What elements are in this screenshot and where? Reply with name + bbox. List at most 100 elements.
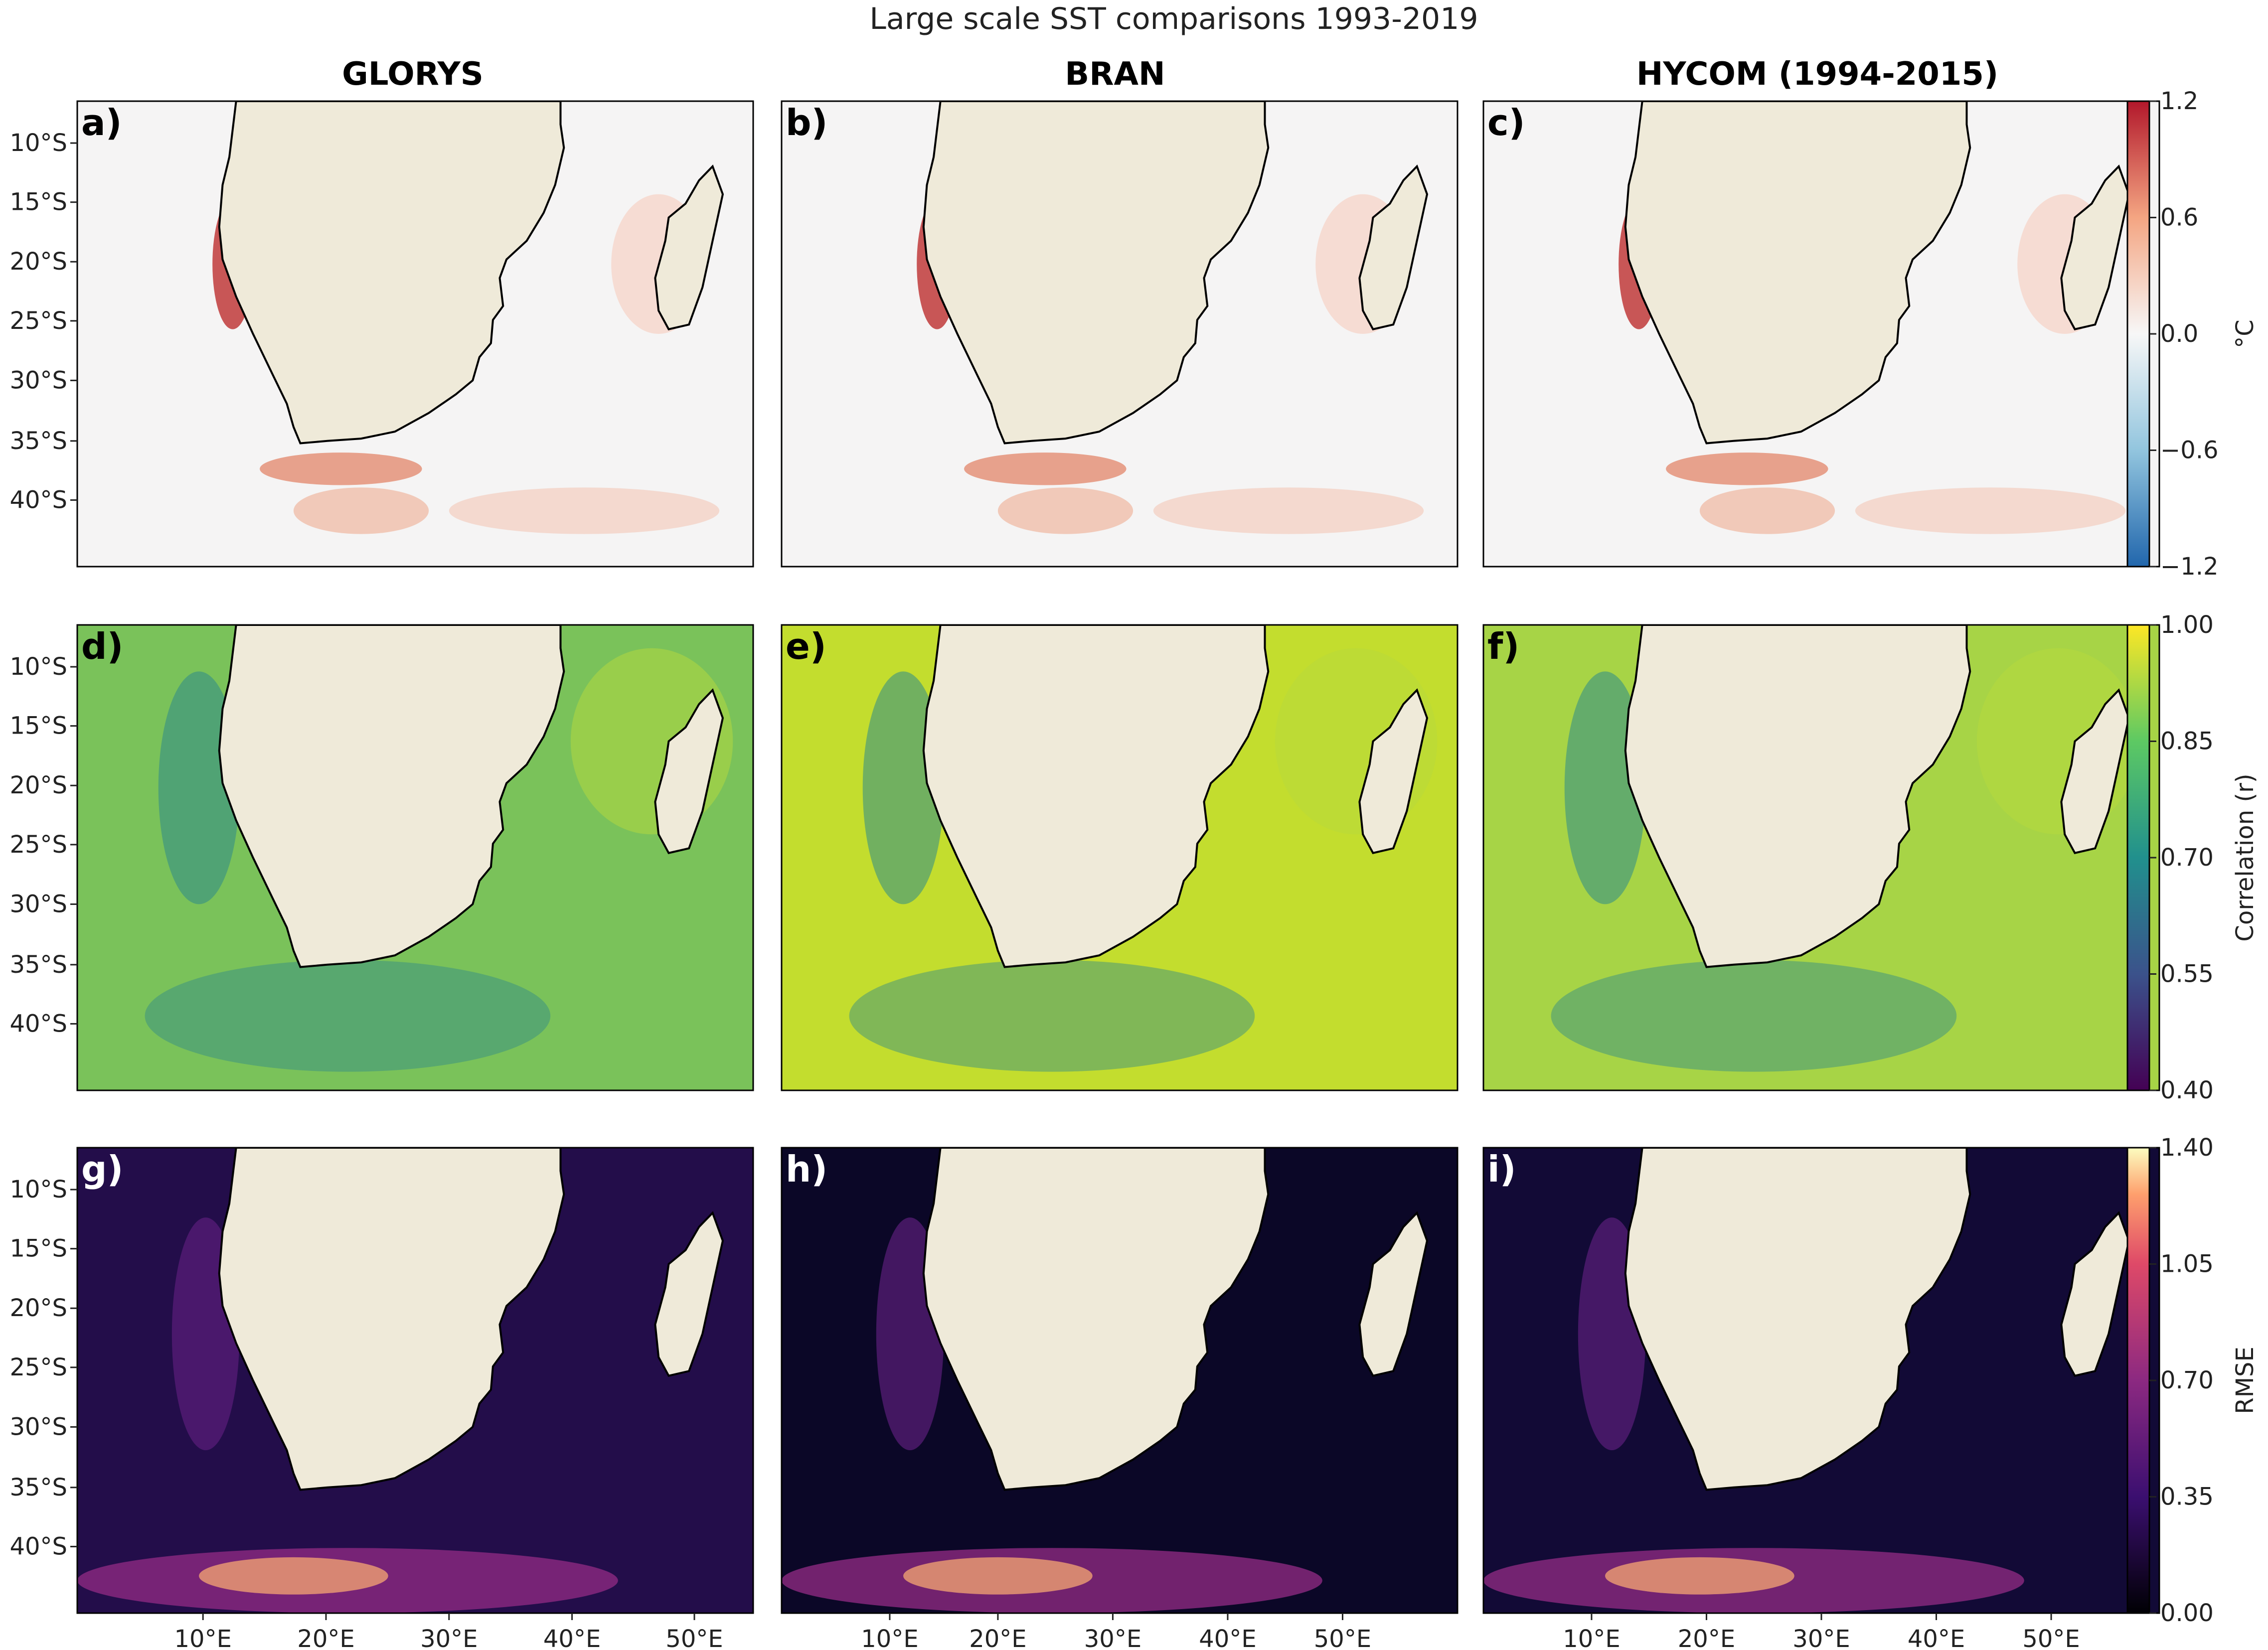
- africa-landmass: [922, 625, 1270, 968]
- lon-tick-label: 20°E: [969, 1625, 1026, 1650]
- anomaly-region: [997, 487, 1134, 534]
- lat-tick-label: 25°S: [9, 831, 67, 859]
- panel-g: g): [76, 1147, 754, 1614]
- panel-c: c): [1482, 100, 2160, 568]
- lat-tick-label: 15°S: [9, 712, 67, 740]
- panel-frame: [1482, 624, 2160, 1091]
- anomaly-region: [862, 671, 944, 904]
- lon-tick-label: 40°E: [1199, 1625, 1256, 1650]
- anomaly-region: [449, 487, 720, 534]
- panel-frame: [781, 1147, 1458, 1614]
- colorbar-correlation: 1.00 0.85 0.70 0.55 0.40 Correlation (r): [2126, 611, 2259, 1104]
- anomaly-region: [158, 671, 240, 904]
- colorbar-tick-label: 0.6: [2160, 204, 2198, 232]
- lat-tick-label: 15°S: [9, 188, 67, 216]
- lat-tick-label: 35°S: [9, 1474, 67, 1501]
- panel-i: i): [1482, 1147, 2160, 1614]
- panel-label: e): [786, 625, 826, 667]
- panel-label: a): [81, 102, 122, 144]
- lat-tick-label: 10°S: [9, 129, 67, 157]
- lon-tick-label: 10°E: [861, 1625, 918, 1650]
- lon-tick-label: 50°E: [1314, 1625, 1371, 1650]
- africa-landmass: [1624, 1148, 1971, 1491]
- colorbar-tick-label: 0.70: [2160, 844, 2214, 872]
- colorbar-gradient: [2126, 100, 2150, 568]
- column-title-glorys: GLORYS: [342, 56, 484, 93]
- anomaly-region: [1605, 1557, 1794, 1595]
- colorbar-tick-label: 0.85: [2160, 728, 2214, 755]
- panel-frame: [781, 624, 1458, 1091]
- panel-label: h): [786, 1148, 827, 1190]
- lat-tick-label: 25°S: [9, 307, 67, 335]
- colorbar-tick-label: 0.40: [2160, 1076, 2214, 1104]
- lon-tick-label: 10°E: [174, 1625, 232, 1650]
- anomaly-region: [849, 960, 1255, 1072]
- anomaly-region: [260, 452, 422, 485]
- colorbar-tick-label: 0.35: [2160, 1483, 2214, 1511]
- panel-f: f): [1482, 624, 2160, 1091]
- lon-tick-label: 30°E: [420, 1625, 478, 1650]
- africa-landmass: [218, 1148, 565, 1491]
- anomaly-region: [1153, 487, 1424, 534]
- panel-label: i): [1487, 1148, 1516, 1190]
- africa-landmass: [218, 101, 565, 445]
- africa-landmass: [922, 101, 1270, 445]
- panel-grid: a) b) c) d) e) f) g) h) i): [76, 100, 2160, 1614]
- lon-tick-label: 20°E: [1678, 1625, 1735, 1650]
- panel-label: c): [1487, 102, 1525, 144]
- panel-b: b): [781, 100, 1458, 568]
- madagascar-landmass: [654, 688, 724, 854]
- colorbar-tick-label: 0.0: [2160, 320, 2198, 348]
- colorbar-label: RMSE: [2231, 1347, 2259, 1414]
- colorbar-tick-label: 0.70: [2160, 1366, 2214, 1394]
- colorbar-label: °C: [2231, 319, 2259, 348]
- column-title-bran: BRAN: [1065, 56, 1165, 93]
- anomaly-region: [1855, 487, 2126, 534]
- panel-d: d): [76, 624, 754, 1091]
- madagascar-landmass: [2060, 688, 2130, 854]
- panel-frame: [76, 100, 754, 568]
- lon-tick-label: 40°E: [1908, 1625, 1965, 1650]
- lon-tick-label: 30°E: [1792, 1625, 1850, 1650]
- panel-label: d): [81, 625, 123, 667]
- lon-tick-label: 50°E: [665, 1625, 723, 1650]
- lat-tick-label: 20°S: [9, 771, 67, 799]
- lat-tick-label: 10°S: [9, 653, 67, 681]
- lat-tick-label: 40°S: [9, 1532, 67, 1560]
- madagascar-landmass: [1358, 1211, 1429, 1377]
- lat-tick-label: 35°S: [9, 951, 67, 979]
- anomaly-region: [1666, 452, 1828, 485]
- colorbar-tick-label: 1.40: [2160, 1134, 2214, 1162]
- lat-tick-label: 15°S: [9, 1235, 67, 1263]
- madagascar-landmass: [1358, 688, 1429, 854]
- panel-a: a): [76, 100, 754, 568]
- anomaly-region: [199, 1557, 388, 1595]
- panel-label: g): [81, 1148, 123, 1190]
- lat-tick-label: 35°S: [9, 427, 67, 455]
- longitude-tick-labels: 10°E 20°E 30°E 40°E 50°E 10°E 20°E 30°E 40°E 50°E…: [174, 1613, 2080, 1650]
- panel-h: h): [781, 1147, 1458, 1614]
- africa-landmass: [218, 625, 565, 968]
- africa-landmass: [1624, 101, 1971, 445]
- anomaly-region: [293, 487, 429, 534]
- anomaly-region: [145, 960, 551, 1072]
- colorbar-tick-label: 1.00: [2160, 611, 2214, 639]
- lat-tick-label: 30°S: [9, 366, 67, 394]
- panel-label: b): [786, 102, 827, 144]
- lat-tick-label: 20°S: [9, 248, 67, 276]
- colorbar-tick-label: 0.55: [2160, 960, 2214, 988]
- lat-tick-label: 40°S: [9, 1010, 67, 1038]
- colorbar-tick-label: 1.05: [2160, 1250, 2214, 1278]
- panel-frame: [76, 624, 754, 1091]
- lat-tick-label: 25°S: [9, 1353, 67, 1381]
- lon-tick-label: 30°E: [1084, 1625, 1141, 1650]
- madagascar-landmass: [2060, 164, 2130, 330]
- lat-tick-label: 10°S: [9, 1176, 67, 1203]
- colorbars: 1.2 0.6 0.0 −0.6 −1.2 °C 1.00 0.85 0.70 0.55 0.40 C…: [2126, 87, 2259, 1627]
- anomaly-region: [1699, 487, 1835, 534]
- anomaly-region: [1564, 671, 1646, 904]
- colorbar-tick-label: −1.2: [2160, 553, 2219, 581]
- madagascar-landmass: [654, 164, 724, 330]
- lat-tick-label: 20°S: [9, 1294, 67, 1322]
